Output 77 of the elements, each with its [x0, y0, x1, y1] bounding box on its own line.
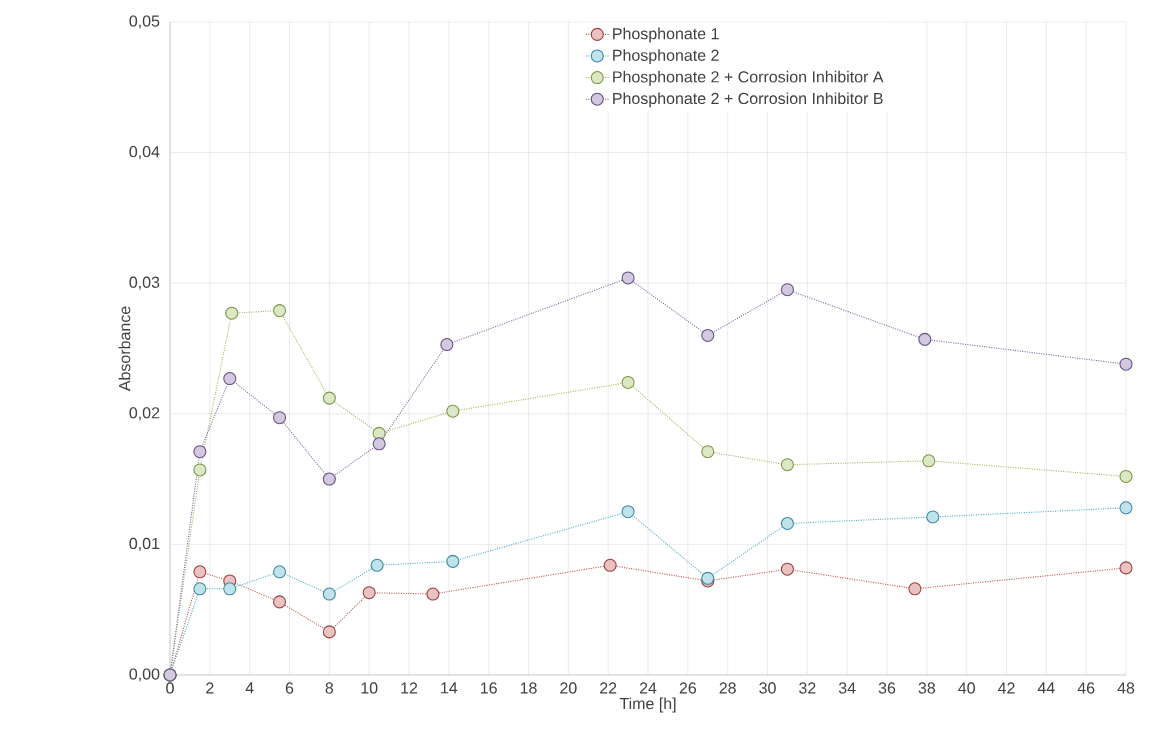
y-tick-label: 0,04	[129, 145, 160, 160]
x-tick-label: 34	[838, 682, 856, 694]
x-tick-label: 24	[639, 682, 657, 694]
x-tick-label: 4	[245, 682, 254, 694]
y-tick-label: 0,05	[129, 15, 160, 29]
x-tick-label: 12	[401, 682, 418, 694]
y-tick-label: 0,02	[129, 407, 160, 421]
point	[701, 445, 715, 459]
point	[603, 558, 617, 572]
point	[1119, 469, 1133, 484]
x-tick-label: 46	[1077, 682, 1095, 694]
x-tick-label: 44	[1037, 682, 1055, 694]
point	[223, 371, 237, 386]
legend-label: Phosphonate 2 + Corrosion Inhibitor A	[613, 70, 884, 86]
point	[780, 516, 794, 531]
point	[780, 283, 794, 297]
x-tick-label: 22	[600, 682, 617, 694]
point	[273, 411, 287, 425]
point	[322, 587, 336, 601]
point	[918, 332, 932, 346]
point	[362, 586, 376, 600]
x-tick-label: 0	[166, 682, 174, 694]
point	[440, 338, 454, 352]
legend-label: Phosphonate 1	[613, 27, 719, 43]
y-tick-label: 0,00	[129, 668, 160, 682]
point	[223, 582, 237, 596]
point	[372, 437, 386, 451]
x-tick-label: 6	[285, 682, 294, 694]
legend-label: Phosphonate 2 + Corrosion Inhibitor B	[613, 92, 883, 108]
x-tick-label: 26	[679, 682, 697, 694]
y-tick-label: 0,03	[129, 276, 160, 290]
point	[446, 554, 460, 568]
point	[273, 595, 287, 609]
point	[621, 375, 635, 389]
point	[446, 404, 460, 418]
point	[322, 625, 336, 639]
point	[926, 510, 940, 524]
y-axis-title: Absorbance	[118, 306, 131, 392]
point	[1119, 357, 1133, 371]
x-tick-label: 28	[719, 682, 736, 694]
point	[922, 454, 936, 468]
point	[193, 565, 207, 579]
point	[621, 505, 635, 519]
point	[1119, 561, 1133, 575]
x-tick-label: 10	[361, 682, 378, 694]
point	[370, 558, 384, 572]
x-tick-label: 38	[918, 682, 936, 694]
x-tick-label: 2	[206, 682, 214, 694]
point	[322, 472, 336, 486]
point	[322, 391, 336, 405]
point	[193, 582, 207, 596]
x-tick-label: 40	[958, 682, 975, 694]
point	[780, 458, 794, 472]
point	[273, 304, 287, 318]
x-tick-label: 20	[560, 682, 577, 694]
point	[701, 328, 715, 342]
x-tick-label: 8	[325, 682, 334, 694]
point	[273, 565, 287, 579]
x-tick-label: 48	[1117, 682, 1135, 694]
x-tick-label: 14	[441, 682, 458, 694]
x-tick-label: 30	[759, 682, 776, 694]
point	[780, 562, 794, 576]
point	[225, 306, 239, 320]
x-tick-label: 18	[520, 682, 537, 694]
point	[426, 587, 440, 601]
point	[193, 463, 207, 477]
x-tick-label: 16	[480, 682, 497, 694]
point	[193, 445, 207, 459]
point	[621, 271, 635, 285]
legend-label: Phosphonate 2	[613, 49, 719, 65]
x-tick-label: 42	[997, 682, 1015, 694]
point	[1119, 501, 1133, 515]
x-axis-title: Time [h]	[619, 697, 676, 713]
x-tick-label: 32	[799, 682, 816, 694]
point	[908, 582, 922, 596]
y-tick-label: 0,01	[129, 537, 160, 551]
x-tick-label: 36	[878, 682, 896, 694]
